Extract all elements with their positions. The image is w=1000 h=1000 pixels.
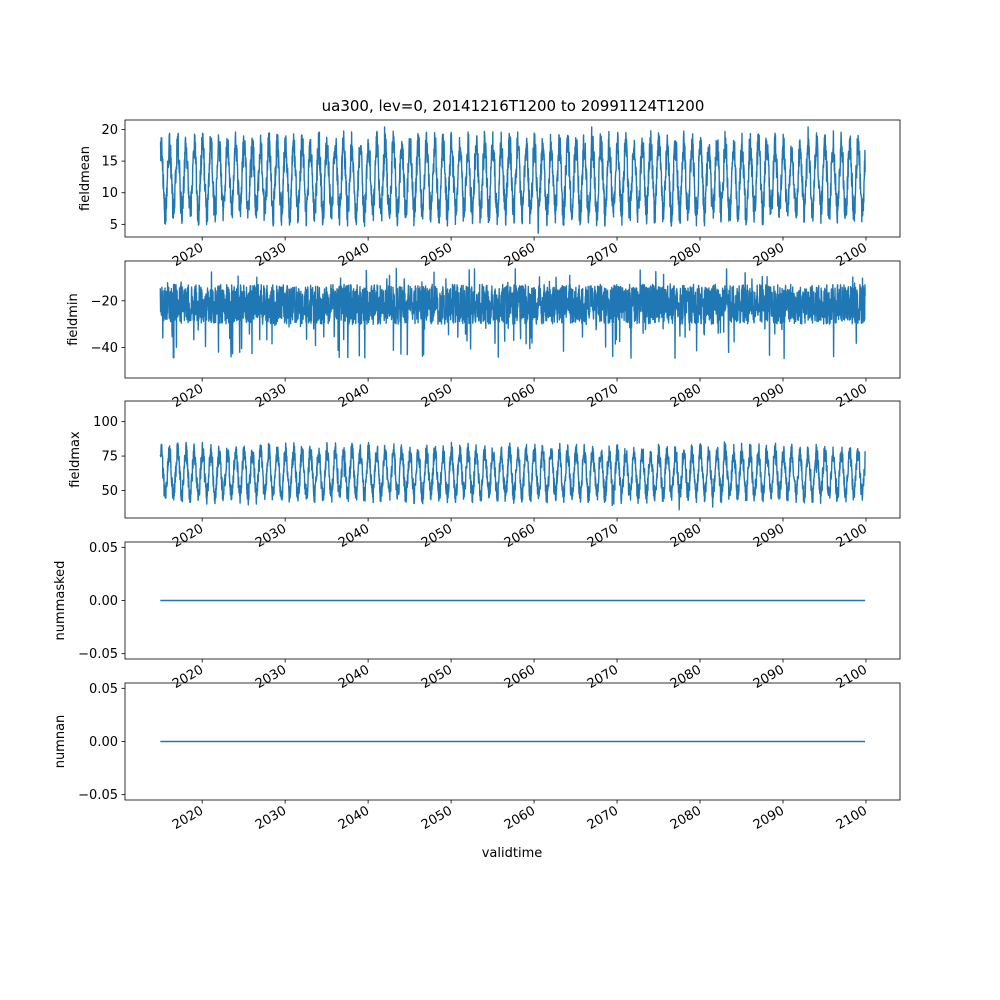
axes-frame-fieldmin [124, 260, 901, 379]
series-line-fieldmax [159, 441, 866, 511]
y-axis-label-numnan: numnan [53, 715, 68, 769]
axes-frame-fieldmean [124, 119, 901, 238]
y-tick-label-fieldmean: 5 [110, 218, 118, 233]
y-axis-label-nummasked: nummasked [53, 561, 68, 641]
y-axis-label-fieldmax: fieldmax [68, 431, 83, 488]
figure-title: ua300, lev=0, 20141216T1200 to 20991124T… [322, 97, 705, 115]
y-axis-label-fieldmean: fieldmean [78, 146, 93, 211]
series-line-fieldmin [159, 267, 866, 360]
y-tick-label-fieldmean: 20 [101, 123, 118, 138]
y-tick-label-numnan: −0.05 [78, 788, 118, 803]
y-tick-label-fieldmax: 75 [101, 450, 118, 465]
y-tick-label-fieldmax: 50 [101, 484, 118, 499]
y-tick-label-fieldmin: −40 [91, 341, 118, 356]
y-tick-label-nummasked: 0.00 [89, 594, 118, 609]
y-tick-label-nummasked: −0.05 [78, 647, 118, 662]
x-axis-label: validtime [482, 846, 543, 861]
y-tick-label-fieldmin: −20 [91, 294, 118, 309]
y-tick-label-numnan: 0.05 [89, 682, 118, 697]
y-tick-label-fieldmax: 100 [93, 415, 118, 430]
y-tick-label-numnan: 0.00 [89, 735, 118, 750]
y-tick-label-fieldmean: 15 [101, 155, 118, 170]
series-line-fieldmean [159, 126, 866, 234]
axes-frame-fieldmax [124, 400, 901, 519]
y-tick-label-nummasked: 0.05 [89, 541, 118, 556]
y-tick-label-fieldmean: 10 [101, 186, 118, 201]
y-axis-label-fieldmin: fieldmin [66, 293, 81, 346]
